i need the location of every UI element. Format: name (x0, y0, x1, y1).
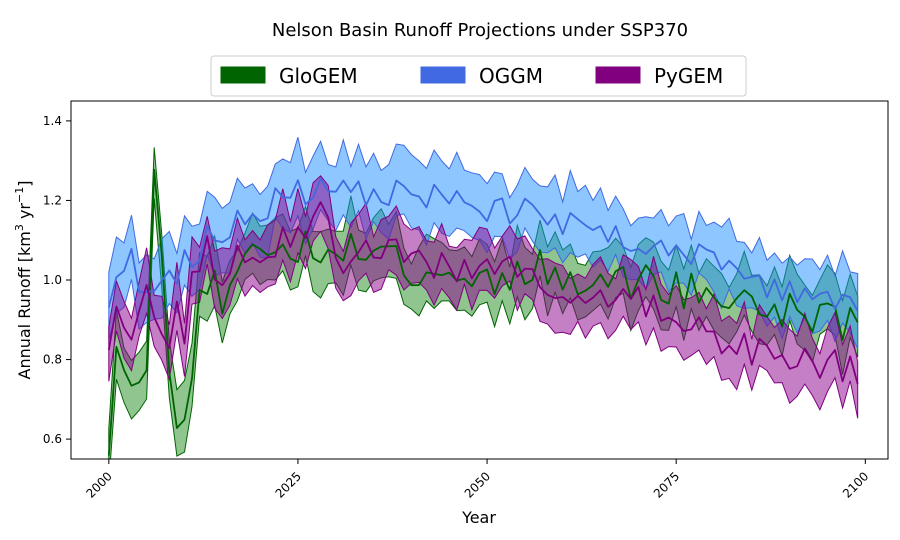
legend-label-pygem: PyGEM (654, 64, 723, 88)
x-tick-label-2025: 2025 (273, 469, 304, 500)
legend-swatch-oggm (420, 66, 466, 84)
y-label-end: ] (15, 181, 34, 187)
legend-box (210, 55, 747, 97)
y-tick-label-0: 0.6 (43, 432, 62, 446)
legend-label-glogem: GloGEM (279, 64, 358, 88)
y-axis-label: Annual Runoff [km3 yr−1] (13, 181, 34, 380)
y-tick-label-3: 1.2 (43, 193, 62, 207)
x-tick-label-2100: 2100 (840, 469, 871, 500)
y-label-mid: yr (15, 203, 34, 225)
y-tick-label-4: 1.4 (43, 114, 62, 128)
series-layer (107, 137, 859, 459)
line-oggm (107, 177, 859, 312)
x-tick-label-2050: 2050 (462, 469, 493, 500)
x-axis-label: Year (461, 508, 496, 527)
x-tick-label-2000: 2000 (83, 469, 114, 500)
y-tick-label-2: 1.0 (43, 273, 62, 287)
x-tick-label-2075: 2075 (651, 469, 682, 500)
band-pygem (108, 175, 859, 419)
line-glogem (107, 168, 859, 456)
y-tick-label-1: 0.8 (43, 353, 62, 367)
chart-title: Nelson Basin Runoff Projections under SS… (272, 20, 688, 41)
x-axis: 2000 2025 2050 2075 2100 (83, 459, 871, 501)
y-label-sup2: −1 (13, 187, 26, 203)
y-label-base: Annual Runoff [km (15, 231, 34, 379)
legend-label-oggm: OGGM (479, 64, 543, 88)
legend-swatch-glogem (220, 66, 266, 84)
y-axis: 0.6 0.8 1.0 1.2 1.4 (43, 114, 71, 446)
legend: GloGEM OGGM PyGEM (210, 55, 747, 97)
legend-swatch-pygem (595, 66, 641, 84)
y-label-sup1: 3 (13, 224, 26, 231)
line-pygem (107, 201, 859, 385)
